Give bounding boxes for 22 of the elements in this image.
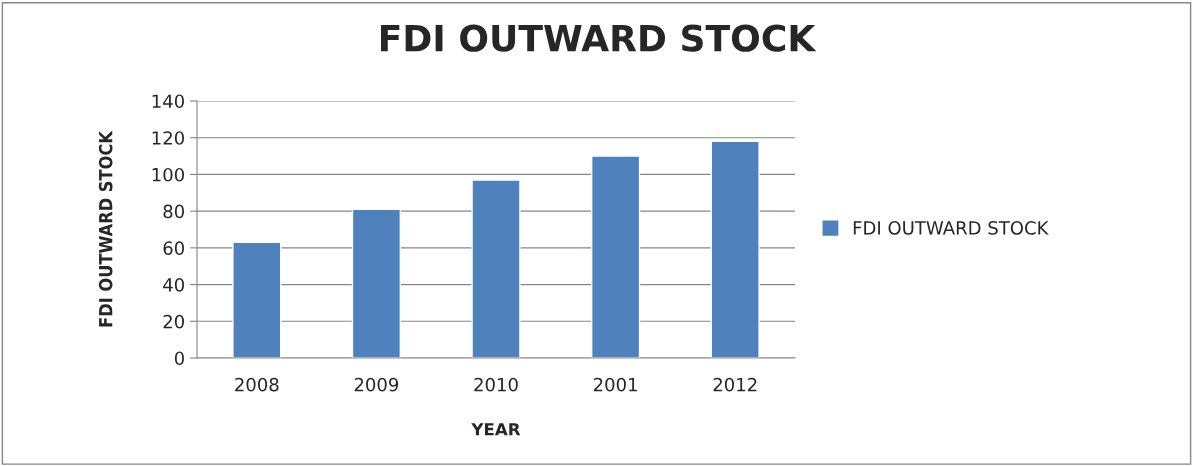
x-tick-label: 2010 (474, 377, 518, 392)
chart-title: FDI OUTWARD STOCK (381, 24, 817, 52)
y-tick-label: 80 (163, 204, 184, 219)
y-tick-label: 120 (152, 131, 184, 145)
y-tick-label: 100 (152, 167, 184, 182)
bar (710, 140, 760, 358)
y-tick-label: 20 (163, 314, 184, 329)
x-tick-label: 2001 (593, 377, 637, 392)
y-tick-label: 0 (174, 351, 184, 366)
x-tick-label: 2008 (235, 377, 279, 392)
bar (351, 208, 402, 358)
bar (232, 241, 282, 358)
y-tick-label: 140 (152, 94, 184, 109)
legend-label: FDI OUTWARD STOCK (853, 221, 1049, 235)
y-tick-label: 60 (163, 241, 184, 255)
x-axis-title: YEAR (471, 423, 521, 436)
x-tick-label: 2012 (713, 377, 757, 392)
y-tick-label: 40 (163, 278, 184, 292)
bar (471, 179, 521, 358)
x-tick-label: 2009 (354, 377, 399, 392)
y-axis-title: FDI OUTWARD STOCK (98, 130, 113, 327)
bar (590, 155, 641, 358)
